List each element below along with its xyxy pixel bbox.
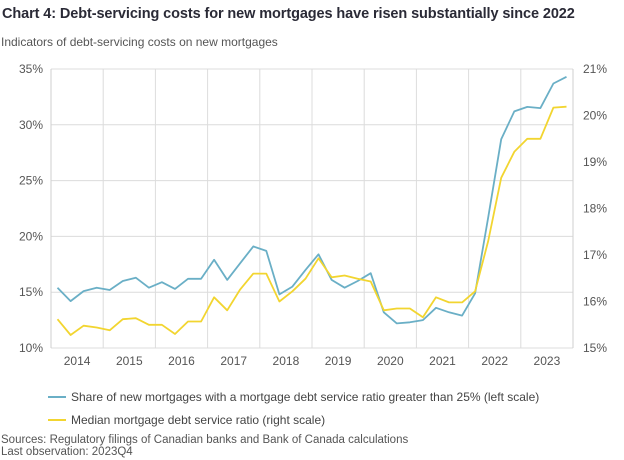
x-tick-label: 2023 <box>534 354 561 368</box>
right-tick-label: 20% <box>583 109 607 123</box>
last-observation-note: Last observation: 2023Q4 <box>1 446 133 458</box>
sources-note: Sources: Regulatory filings of Canadian … <box>1 434 409 446</box>
chart-subtitle: Indicators of debt-servicing costs on ne… <box>1 35 278 49</box>
legend-item-share-dsr-over-25: Share of new mortgages with a mortgage d… <box>48 390 539 404</box>
x-tick-label: 2021 <box>429 354 456 368</box>
legend-swatch-yellow <box>48 419 66 421</box>
left-tick-label: 35% <box>19 62 43 76</box>
series-points-0 <box>57 76 567 324</box>
left-tick-label: 15% <box>19 285 43 299</box>
legend-label: Share of new mortgages with a mortgage d… <box>71 390 540 404</box>
x-tick-label: 2017 <box>220 354 247 368</box>
right-tick-label: 17% <box>583 248 607 262</box>
left-axis-ticks: 10% 15% 20% 25% 30% 35% <box>19 62 43 355</box>
x-tick-label: 2020 <box>377 354 404 368</box>
left-tick-label: 25% <box>19 174 43 188</box>
left-tick-label: 30% <box>19 118 43 132</box>
x-tick-label: 2018 <box>273 354 300 368</box>
x-tick-label: 2016 <box>168 354 195 368</box>
x-axis-ticks: 2014 2015 2016 2017 2018 2019 2020 2021 2022 2023 <box>64 354 561 368</box>
right-tick-label: 21% <box>583 62 607 76</box>
x-tick-label: 2019 <box>325 354 352 368</box>
left-tick-label: 10% <box>19 341 43 355</box>
grid-lines <box>50 68 574 349</box>
legend-label: Median mortgage debt service ratio (righ… <box>71 413 326 427</box>
x-tick-label: 2015 <box>116 354 143 368</box>
right-axis-ticks: 15% 16% 17% 18% 19% 20% 21% <box>583 62 607 355</box>
line-chart: 10% 15% 20% 25% 30% 35% 15% 16% 17% 18% 19% 20% 21%… <box>19 62 607 368</box>
x-tick-label: 2014 <box>64 354 91 368</box>
series-lines <box>56 75 567 336</box>
right-tick-label: 15% <box>583 341 607 355</box>
series-line-median-dsr <box>56 105 567 336</box>
legend-item-median-dsr: Median mortgage debt service ratio (righ… <box>48 413 325 427</box>
series-line-share-dsr-over-25 <box>56 75 567 325</box>
chart-title: Chart 4: Debt-servicing costs for new mo… <box>2 6 575 22</box>
legend-swatch-blue <box>48 396 66 398</box>
right-tick-label: 19% <box>583 155 607 169</box>
left-tick-label: 20% <box>19 229 43 243</box>
x-tick-label: 2022 <box>481 354 508 368</box>
right-tick-label: 18% <box>583 202 607 216</box>
series-points-1 <box>57 106 567 335</box>
right-tick-label: 16% <box>583 295 607 309</box>
